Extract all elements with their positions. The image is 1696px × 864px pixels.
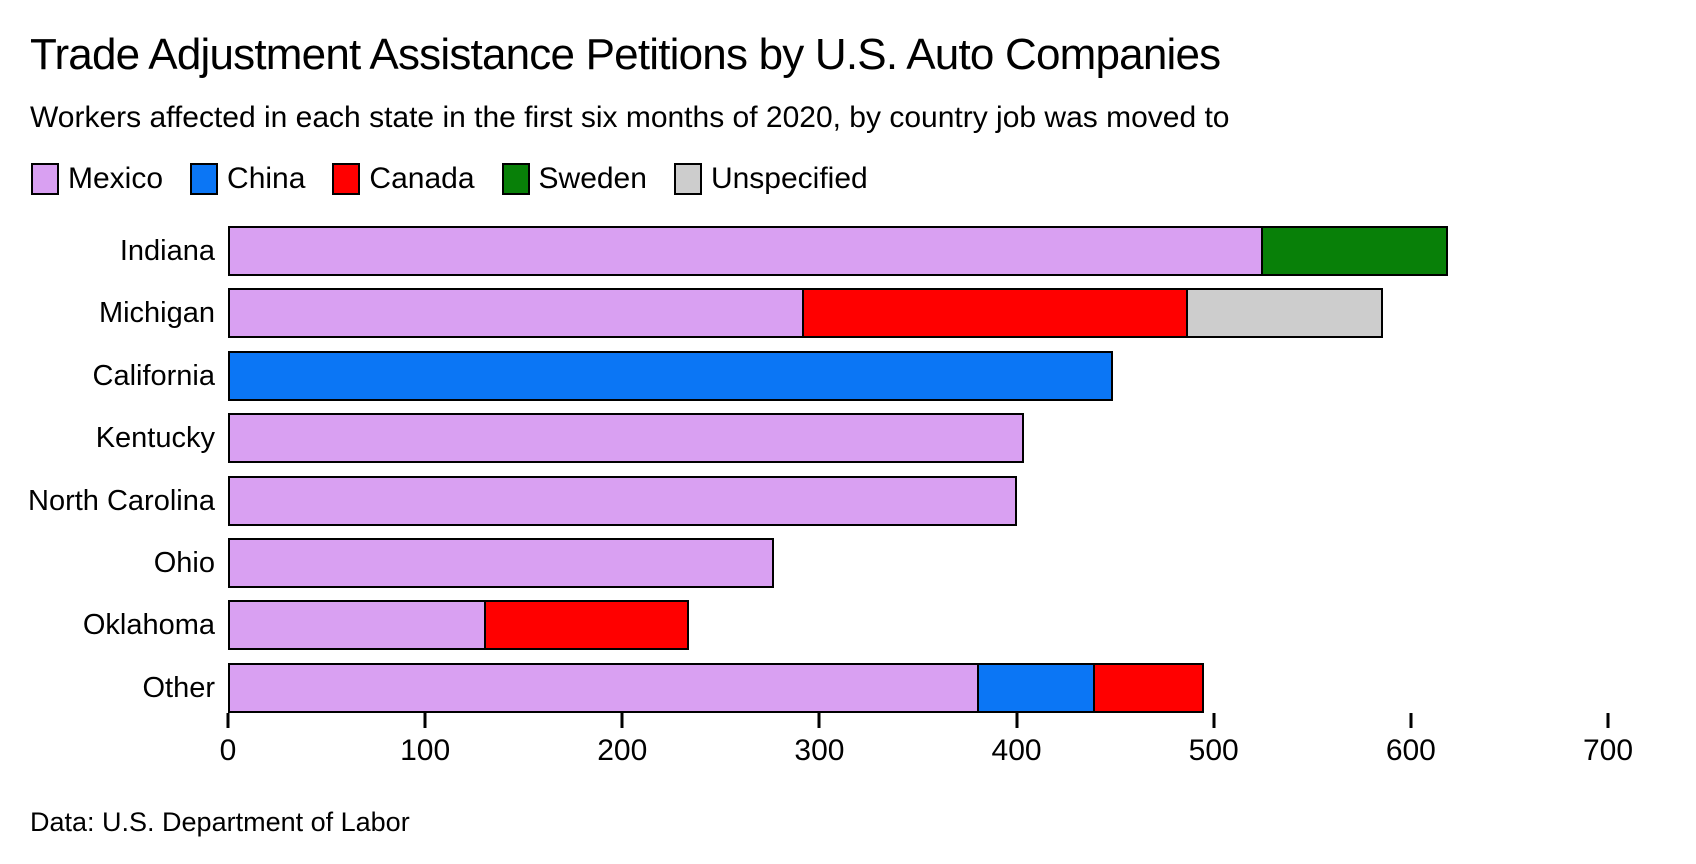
legend-label: Canada — [369, 162, 475, 195]
legend-swatch-unspecified-icon — [673, 163, 702, 195]
bar-track — [228, 600, 1608, 651]
bar-track — [228, 413, 1608, 464]
row-label: Kentucky — [95, 422, 215, 455]
row-label: North Carolina — [28, 484, 215, 517]
x-tick-mark — [226, 712, 230, 728]
x-tick-mark — [1212, 712, 1216, 728]
chart-title: Trade Adjustment Assistance Petitions by… — [30, 30, 1221, 79]
x-axis: 0 100 200 300 400 500 600 700 — [220, 712, 1633, 775]
x-tick-label: 200 — [597, 733, 648, 767]
row-label: California — [92, 359, 216, 392]
x-tick-label: 600 — [1385, 733, 1436, 767]
bar-segment-china — [977, 662, 1096, 713]
x-tick-mark — [817, 712, 821, 728]
bar-segment-mexico — [228, 413, 1025, 464]
bar-segment-mexico — [228, 226, 1263, 276]
legend-swatch-china-icon — [190, 163, 219, 195]
legend-label: Sweden — [538, 162, 647, 195]
source-note: Data: U.S. Department of Labor — [30, 807, 410, 837]
x-tick-mark — [1409, 712, 1413, 728]
bar-segment-canada — [484, 600, 690, 651]
x-tick-mark — [1015, 712, 1019, 728]
bar-chart-plot: Indiana Michigan California Kentucky North C… — [0, 226, 1696, 713]
bar-row: Oklahoma — [0, 600, 1696, 651]
bar-segment-mexico — [228, 537, 775, 588]
bar-segment-mexico — [228, 475, 1017, 526]
bar-segment-canada — [801, 288, 1189, 339]
x-tick-mark — [620, 712, 624, 728]
bar-row: California — [0, 350, 1696, 401]
x-tick-label: 100 — [400, 733, 451, 767]
row-label: Indiana — [119, 235, 215, 267]
legend-swatch-sweden-icon — [501, 163, 530, 195]
legend-item-unspecified: Unspecified — [673, 162, 868, 196]
x-tick-label: 500 — [1188, 733, 1239, 767]
bar-track — [228, 288, 1608, 339]
bar-track — [228, 475, 1608, 526]
row-label: Michigan — [98, 297, 215, 330]
bar-segment-unspecified — [1186, 288, 1384, 339]
legend-label: China — [227, 162, 306, 195]
row-label: Ohio — [153, 546, 215, 579]
x-tick-label: 300 — [794, 733, 845, 767]
legend-label: Mexico — [68, 162, 164, 195]
legend: Mexico China Canada Sweden Unspecified — [31, 162, 1666, 196]
bar-row: Kentucky — [0, 413, 1696, 464]
bar-row: Indiana — [0, 226, 1696, 276]
legend-item-sweden: Sweden — [501, 162, 647, 196]
bar-segment-mexico — [228, 600, 487, 651]
legend-swatch-canada-icon — [332, 163, 361, 195]
bar-segment-canada — [1093, 662, 1204, 713]
bar-track — [228, 350, 1608, 401]
bar-segment-sweden — [1261, 226, 1449, 276]
legend-item-canada: Canada — [332, 162, 475, 196]
bar-segment-mexico — [228, 662, 980, 713]
bar-segment-china — [228, 350, 1114, 401]
bar-track — [228, 662, 1608, 713]
x-tick-label: 0 — [219, 733, 237, 767]
bar-track — [228, 537, 1608, 588]
bar-row: North Carolina — [0, 475, 1696, 526]
bar-segment-mexico — [228, 288, 804, 339]
x-tick-mark — [1606, 712, 1610, 728]
legend-item-china: China — [190, 162, 305, 196]
bar-row: Michigan — [0, 288, 1696, 339]
legend-swatch-mexico-icon — [31, 163, 59, 195]
x-tick-mark — [423, 712, 427, 728]
row-label: Oklahoma — [82, 609, 215, 642]
bar-row: Ohio — [0, 537, 1696, 588]
bar-track — [228, 226, 1608, 276]
x-tick-label: 700 — [1582, 733, 1634, 767]
legend-item-mexico: Mexico — [31, 162, 163, 196]
legend-label: Unspecified — [710, 162, 868, 195]
chart-subtitle: Workers affected in each state in the fi… — [30, 101, 1230, 134]
bar-row: Other — [0, 662, 1696, 713]
x-tick-label: 400 — [991, 733, 1042, 767]
row-label: Other — [142, 671, 215, 704]
